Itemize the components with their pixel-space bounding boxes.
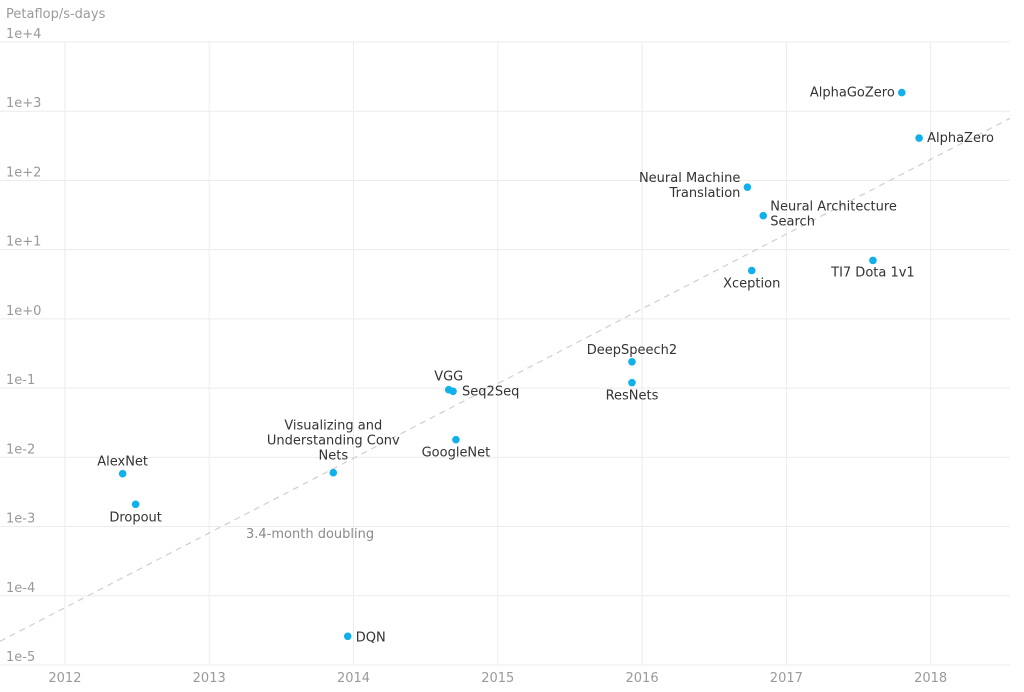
point-alphagozero[interactable] [897, 88, 906, 97]
x-tick-label: 2018 [914, 671, 947, 686]
point-label-neural-architecture-search: Neural Architecture Search [770, 200, 897, 230]
x-tick-label: 2014 [337, 671, 370, 686]
point-dropout[interactable] [131, 500, 140, 509]
point-label-googlenet: GoogleNet [422, 446, 491, 461]
axes-layer: 1e-5 1e-4 1e-3 1e-2 1e-1 1e+0 1e+1 1e+2 1e+3 1e+4… [6, 27, 947, 686]
y-tick-label: 1e+0 [6, 304, 41, 319]
point-label-visualizing-and-understanding-conv-nets: Visualizing and Understanding Conv Nets [267, 419, 400, 464]
point-label-vgg: VGG [434, 370, 463, 385]
point-label-deepspeech2: DeepSpeech2 [587, 343, 677, 358]
point-seq2seq[interactable] [449, 387, 457, 396]
y-axis-title: Petaflop/s-days [6, 7, 106, 22]
point-ti7-dota-1v1[interactable] [869, 256, 877, 265]
point-dqn[interactable] [343, 632, 352, 641]
x-tick-label: 2012 [48, 671, 81, 686]
y-tick-label: 1e+4 [6, 27, 41, 42]
point-label-resnets: ResNets [606, 389, 659, 404]
point-resnets[interactable] [628, 378, 636, 387]
x-tick-label: 2017 [770, 671, 803, 686]
y-tick-label: 1e+3 [6, 96, 41, 111]
points-layer: AlexNet Dropout Visualizing and Understandi… [97, 86, 994, 646]
grid-layer [0, 41, 1010, 666]
y-tick-label: 1e+1 [6, 235, 41, 250]
point-visualizing-and-understanding-conv-nets[interactable] [329, 468, 338, 477]
trendline-label: 3.4-month doubling [246, 527, 374, 542]
y-tick-label: 1e-4 [6, 581, 35, 596]
trendline [0, 117, 1011, 642]
point-label-alphagozero: AlphaGoZero [810, 86, 895, 101]
point-label-neural-machine-translation: Neural Machine Translation [639, 171, 740, 201]
y-tick-label: 1e-5 [6, 650, 35, 665]
point-xception[interactable] [747, 266, 756, 275]
point-label-alphazero: AlphaZero [927, 131, 994, 146]
x-tick-label: 2015 [481, 671, 514, 686]
y-tick-label: 1e+2 [6, 165, 41, 180]
point-alphazero[interactable] [915, 134, 923, 142]
point-alexnet[interactable] [118, 469, 127, 478]
x-tick-label: 2013 [193, 671, 226, 686]
point-neural-machine-translation[interactable] [743, 183, 752, 191]
trendline-layer: 3.4-month doubling [0, 117, 1011, 642]
point-label-seq2seq: Seq2Seq [462, 384, 519, 399]
point-label-xception: Xception [723, 277, 780, 292]
point-label-ti7-dota-1v1: TI7 Dota 1v1 [830, 265, 915, 280]
point-label-dropout: Dropout [109, 510, 162, 525]
point-deepspeech2[interactable] [628, 357, 636, 366]
point-neural-architecture-search[interactable] [759, 211, 768, 220]
y-tick-label: 1e-3 [6, 512, 35, 527]
y-tick-label: 1e-2 [6, 442, 35, 457]
point-label-alexnet: AlexNet [97, 455, 148, 470]
x-tick-label: 2016 [626, 671, 659, 686]
point-googlenet[interactable] [452, 435, 460, 444]
point-label-dqn: DQN [356, 630, 386, 645]
y-tick-label: 1e-1 [6, 373, 35, 388]
